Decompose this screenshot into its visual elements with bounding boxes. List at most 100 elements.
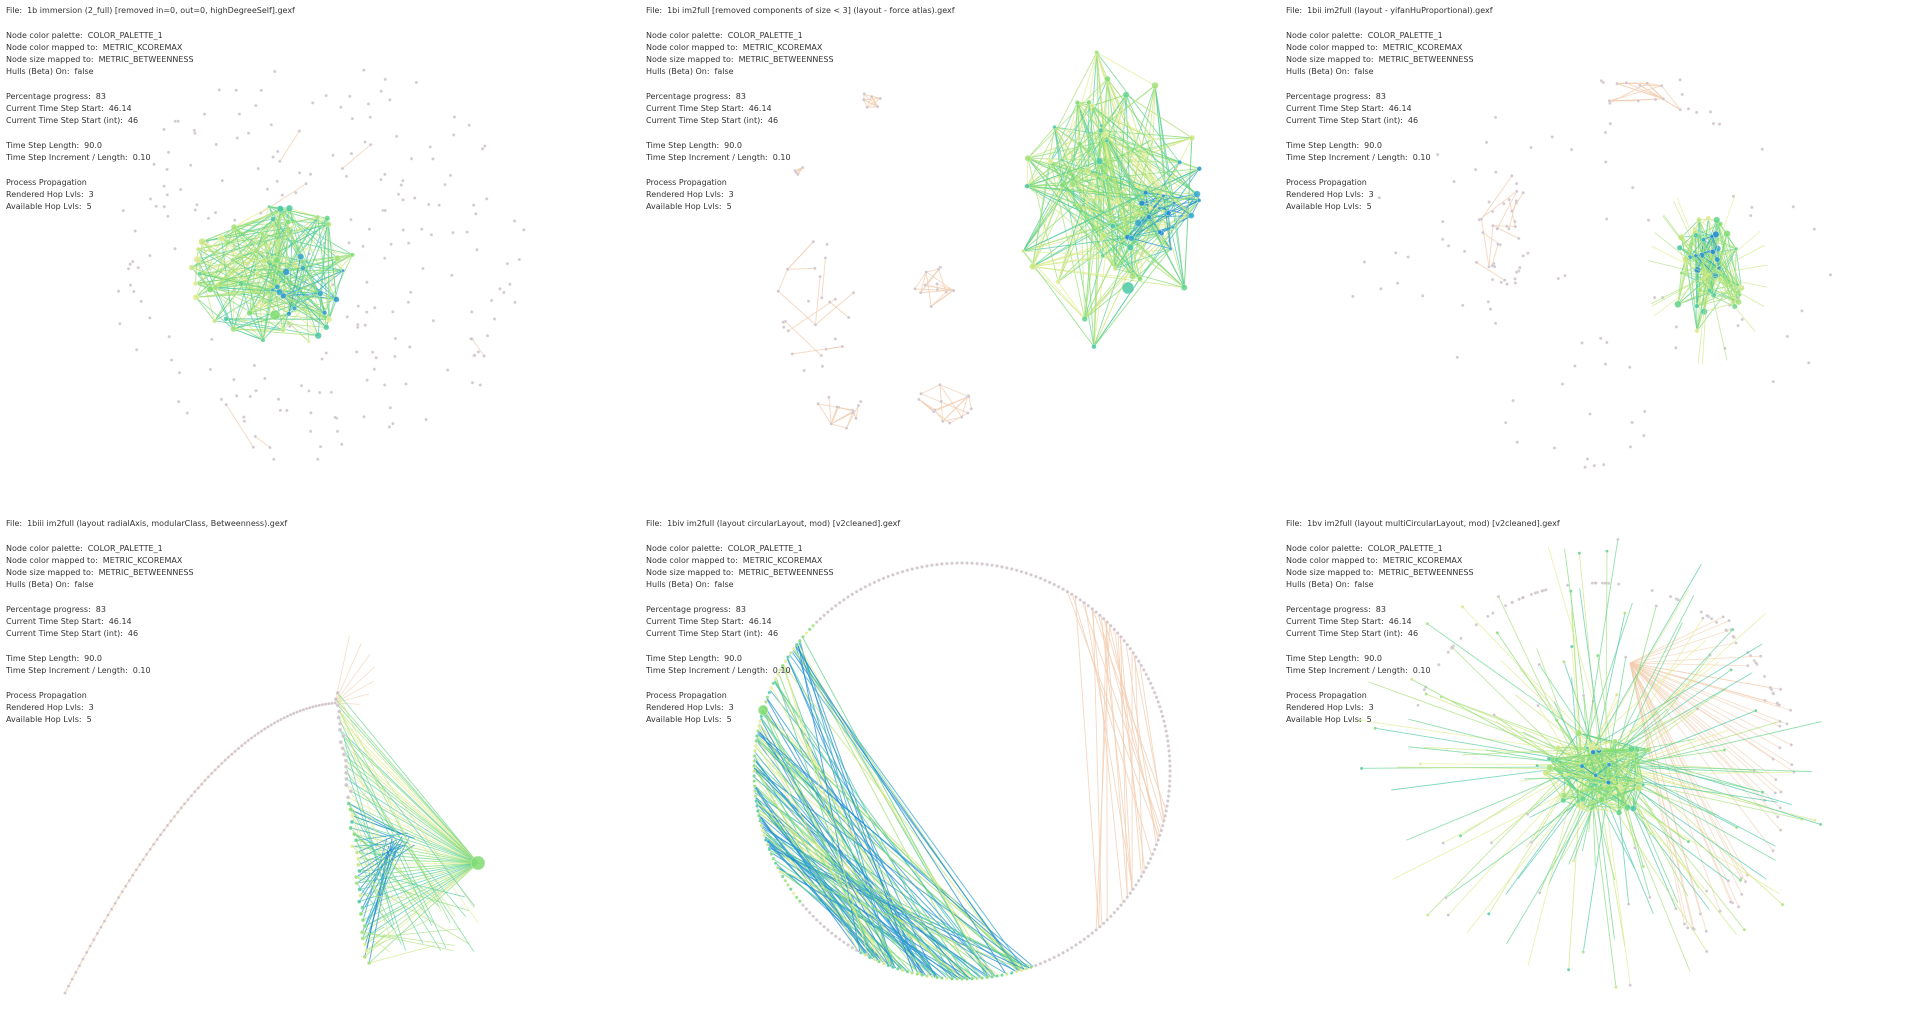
graph-node [1089, 103, 1095, 109]
network-graph [63, 635, 486, 995]
graph-node [1713, 216, 1721, 224]
graph-node [758, 719, 762, 724]
graph-node [757, 814, 761, 818]
graph-node [1692, 226, 1697, 232]
graph-node [1758, 654, 1763, 658]
info-label: Current Time Step Start (int): [6, 116, 123, 126]
info-value: METRIC_KCOREMAX [1382, 42, 1463, 52]
graph-node [1736, 323, 1740, 328]
graph-node [128, 283, 133, 287]
info-label: Available Hop Lvls: [1286, 202, 1362, 211]
graph-node [162, 828, 166, 832]
graph-edge [1556, 720, 1581, 753]
graph-node [1490, 263, 1495, 268]
graph-edge [1595, 764, 1610, 776]
panel-info: File: 1b immersion (2_full) [removed in=0… [6, 5, 295, 213]
graph-edge [1027, 158, 1059, 282]
graph-node [1094, 610, 1098, 614]
graph-node [1122, 91, 1130, 99]
graph-node [753, 749, 757, 753]
graph-edge [1179, 137, 1193, 163]
graph-node [388, 406, 393, 410]
graph-node [1674, 300, 1682, 308]
graph-node [1134, 655, 1138, 659]
graph-node [210, 337, 214, 342]
graph-edge [753, 776, 981, 979]
graph-edge [1707, 274, 1768, 288]
graph-node [923, 283, 927, 288]
graph-node [1091, 344, 1097, 350]
graph-node [794, 895, 799, 900]
info-value: 46.14 [748, 104, 772, 113]
graph-edge [343, 754, 479, 864]
info-label: File: [6, 519, 23, 528]
graph-node [850, 945, 855, 950]
graph-node [775, 672, 780, 677]
graph-edge [1548, 747, 1588, 760]
graph-node [1166, 744, 1171, 748]
graph-node [1590, 581, 1595, 585]
graph-edge [232, 227, 235, 261]
graph-node [1635, 784, 1643, 792]
graph-node [409, 156, 414, 161]
graph-node [1493, 115, 1498, 120]
graph-node [1452, 179, 1456, 184]
graph-edge [1505, 759, 1603, 895]
info-label: Time Step Increment / Length: [646, 666, 768, 675]
graph-node [92, 937, 96, 942]
graph-node [824, 347, 828, 352]
graph-node [483, 144, 487, 148]
graph-node [1581, 693, 1586, 698]
spacer [6, 17, 295, 29]
graph-edge [1587, 807, 1628, 812]
graph-node [756, 729, 760, 733]
graph-node [266, 725, 270, 729]
graph-edge [1718, 268, 1736, 307]
info-label: Process Propagation [646, 690, 727, 700]
info-value: 83 [95, 604, 106, 614]
graph-node [1636, 99, 1641, 103]
graph-edge [1651, 245, 1709, 276]
graph-node [1495, 631, 1500, 635]
info-label: Percentage progress: [1286, 91, 1371, 101]
graph-edge [796, 643, 914, 974]
graph-node [353, 874, 359, 880]
graph-node [253, 434, 258, 439]
graph-node [753, 794, 758, 798]
graph-edge [1676, 197, 1709, 276]
graph-node [1603, 130, 1608, 135]
graph-node [169, 819, 173, 823]
info-line: Current Time Step Start (int): 46 [646, 628, 900, 640]
graph-edge [783, 664, 869, 957]
graph-edge [191, 267, 264, 341]
graph-node [995, 974, 999, 978]
graph-node [1570, 644, 1574, 649]
graph-node [1477, 217, 1482, 222]
info-label: Time Step Increment / Length: [6, 666, 128, 675]
graph-node [1514, 270, 1519, 274]
graph-node [396, 192, 401, 197]
graph-node [373, 305, 377, 310]
graph-edge [364, 905, 407, 927]
graph-node [324, 351, 328, 355]
network-graph [1351, 78, 1833, 469]
graph-node [304, 181, 308, 186]
graph-edge [272, 221, 289, 290]
graph-edge [1103, 235, 1131, 248]
graph-node [829, 422, 834, 426]
graph-node [350, 116, 355, 121]
graph-edge [1556, 759, 1634, 809]
graph-edge [1648, 260, 1709, 276]
graph-node [329, 390, 334, 395]
graph-node [872, 580, 877, 585]
graph-edge [215, 226, 293, 288]
graph-edge [1134, 655, 1144, 874]
graph-node [769, 686, 774, 690]
graph-node [162, 184, 166, 188]
graph-node [70, 977, 74, 981]
info-label: Node color mapped to: [1286, 555, 1378, 565]
graph-node [340, 442, 344, 446]
graph-node [1605, 549, 1609, 553]
network-graph [776, 50, 1202, 430]
spacer [1286, 592, 1560, 604]
